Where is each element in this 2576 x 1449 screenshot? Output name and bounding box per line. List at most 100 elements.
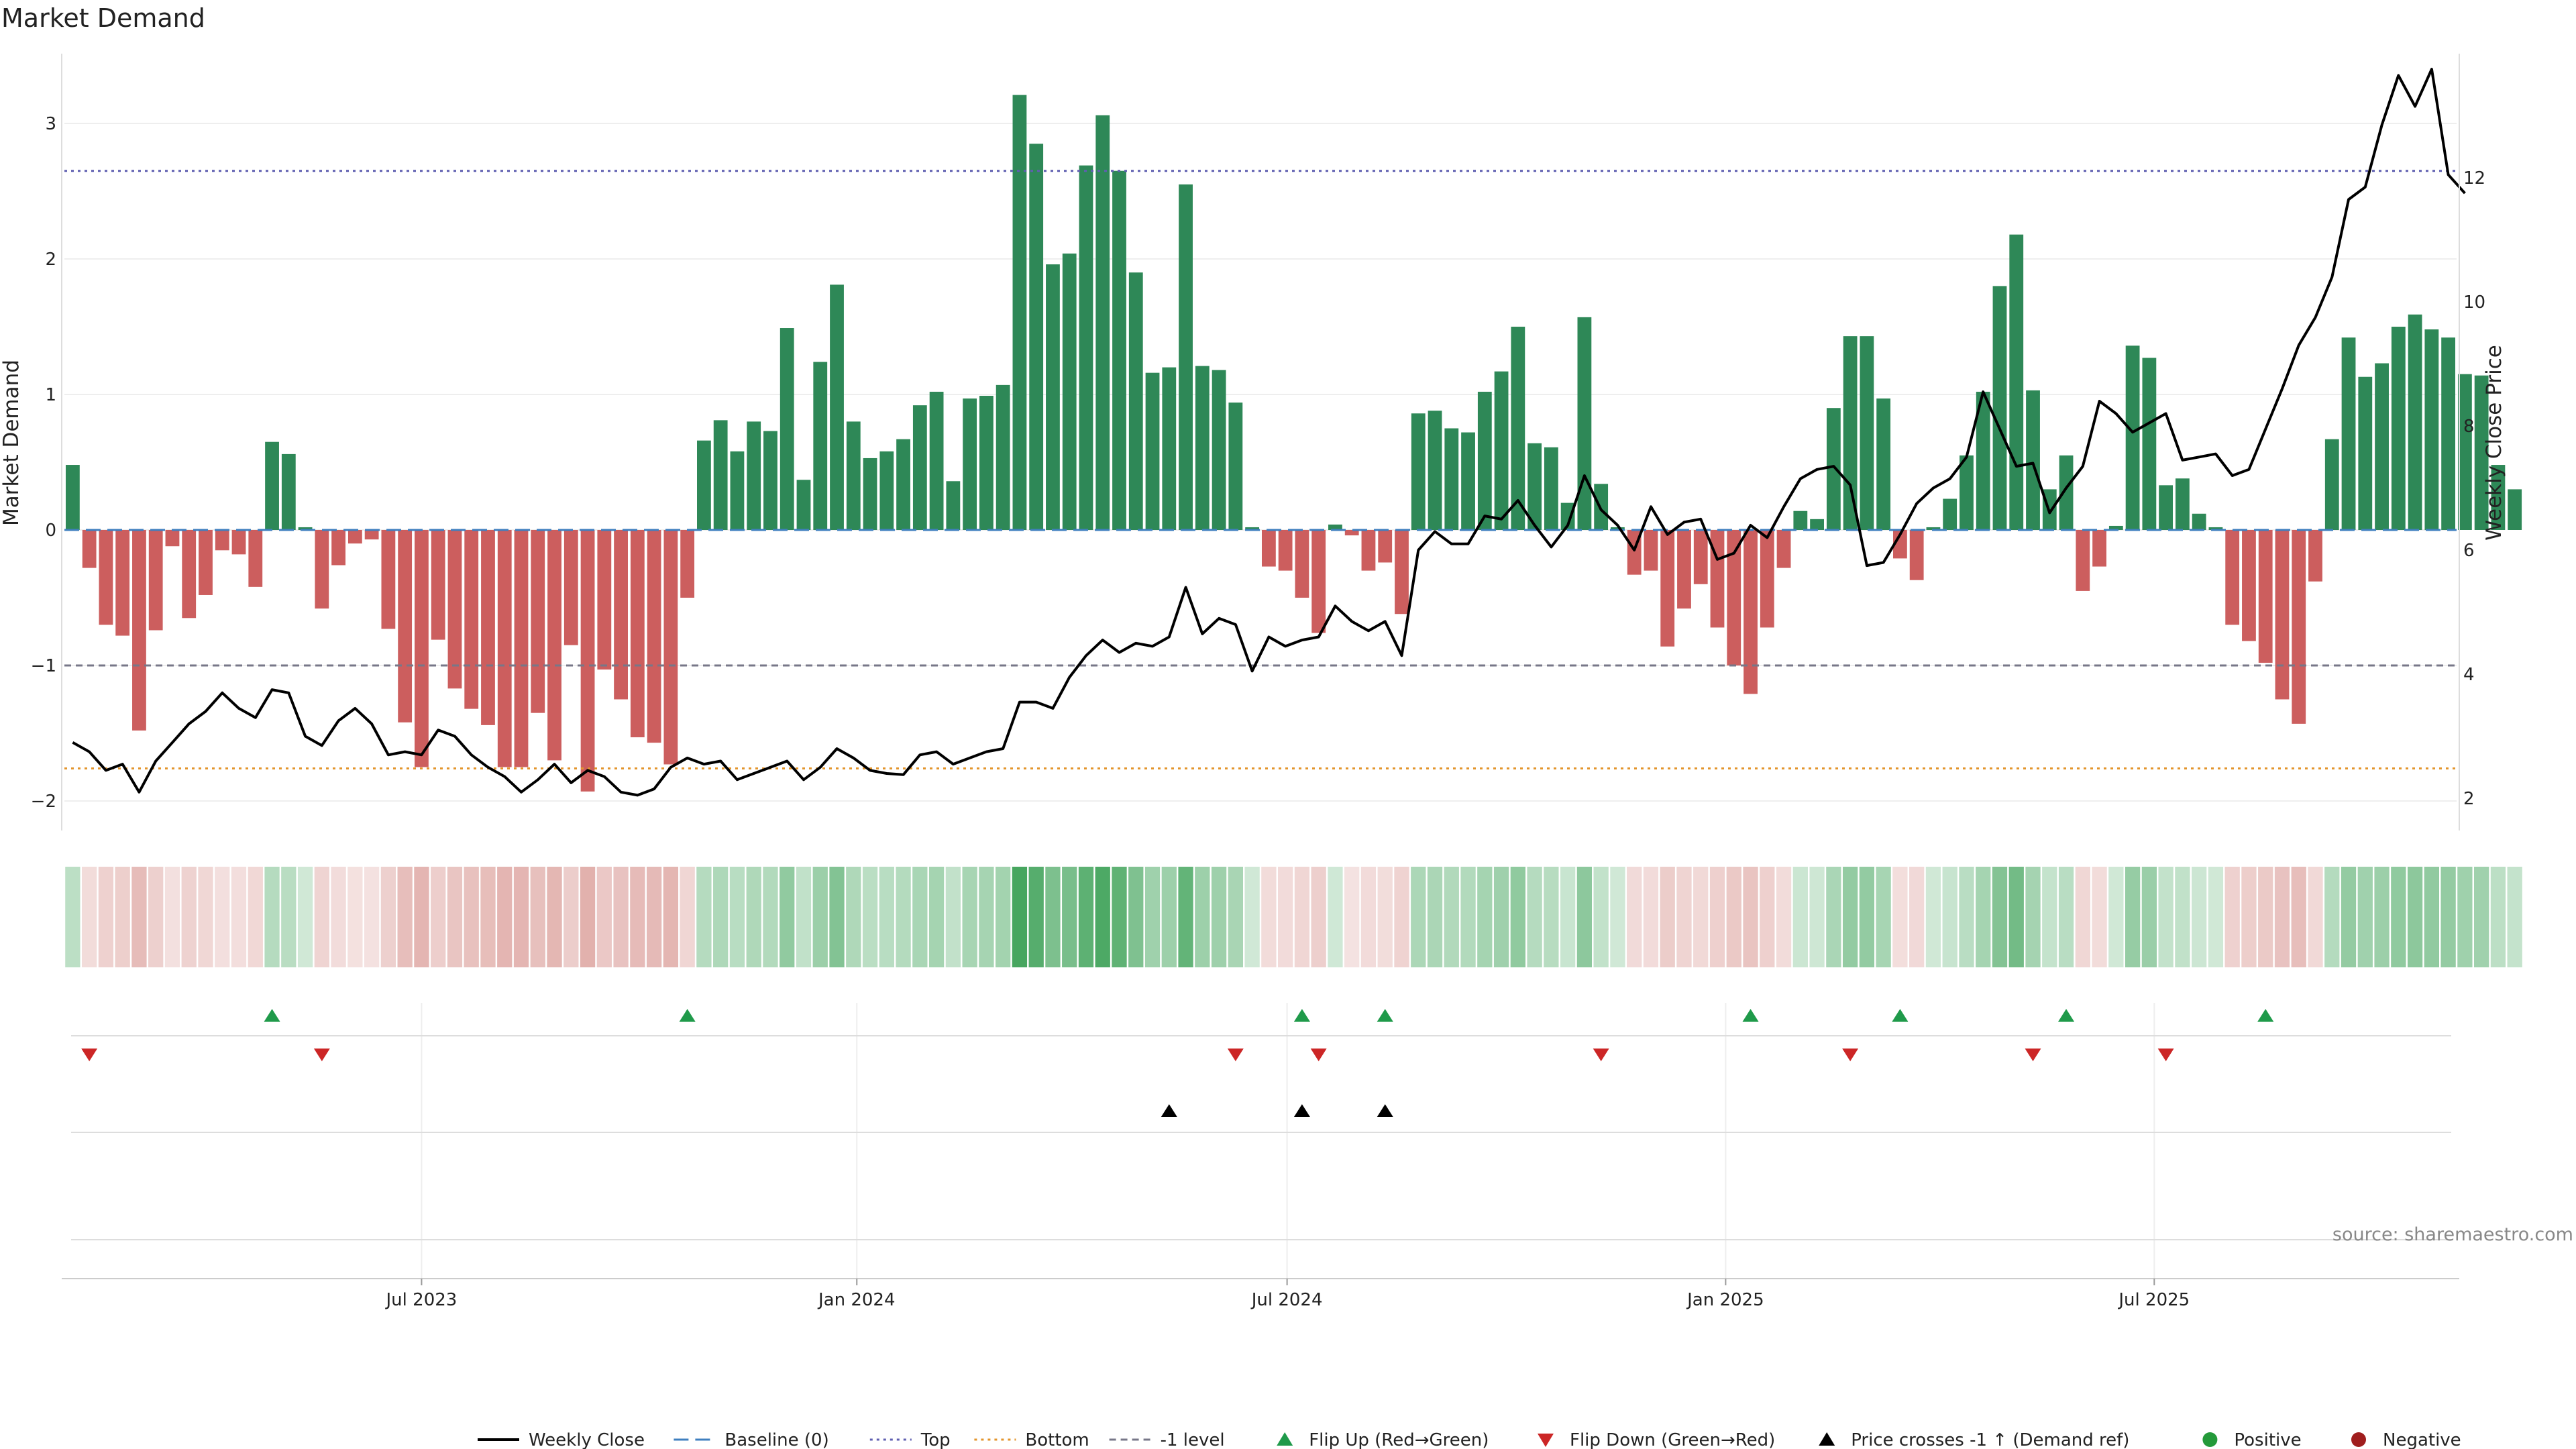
chart-title: Market Demand [1, 3, 205, 33]
heat-cell [1394, 867, 1409, 967]
demand-bar [1611, 527, 1625, 530]
flip-up-marker [1892, 1009, 1909, 1022]
heat-cell [2474, 867, 2489, 967]
demand-bar [929, 391, 944, 530]
heat-cell [1576, 867, 1593, 967]
heat-cell [1328, 867, 1343, 967]
demand-bar [2225, 530, 2240, 625]
demand-bar [1278, 530, 1293, 571]
heat-cell [596, 867, 612, 967]
flip-down-marker [2157, 1049, 2174, 1061]
heat-cell [1493, 867, 1509, 967]
x-tick-label: Jan 2024 [817, 1290, 896, 1310]
demand-bar [963, 398, 977, 530]
heat-cell [962, 867, 977, 967]
heat-cell [2025, 867, 2041, 967]
heat-cell [1826, 867, 1841, 967]
heat-cell [763, 867, 778, 967]
demand-bar [1960, 455, 1974, 530]
demand-bar [2125, 345, 2140, 530]
heat-cell [1377, 867, 1393, 967]
legend: Weekly Close Baseline (0) Top Bottom -1 leve… [478, 1430, 2461, 1449]
flip-down-marker [2025, 1049, 2041, 1061]
heat-cell [580, 867, 596, 967]
demand-bar [265, 441, 279, 530]
flip-down-marker [313, 1049, 330, 1061]
demand-bar [431, 530, 445, 640]
price-cross-marker [1161, 1104, 1177, 1117]
demand-bar [281, 453, 296, 530]
heat-cell [2490, 867, 2506, 967]
demand-bar [1976, 391, 1990, 530]
heat-cell [2158, 867, 2174, 967]
flip-down-marker [81, 1049, 98, 1061]
heat-cell [2224, 867, 2240, 967]
legend-label: Price crosses -1 ↑ (Demand ref) [1851, 1430, 2129, 1449]
heat-cell [2042, 867, 2057, 967]
legend-label: Positive [2234, 1430, 2301, 1449]
heat-cell [1012, 867, 1028, 967]
heat-cell [2391, 867, 2406, 967]
heat-cell [1693, 867, 1709, 967]
demand-bar [1494, 371, 1509, 530]
demand-bar [1162, 367, 1177, 530]
heat-cell [1195, 867, 1210, 967]
heat-cell [1776, 867, 1792, 967]
demand-bar [1095, 115, 1110, 530]
y2-tick-label: 4 [2463, 665, 2475, 685]
heat-cell [696, 867, 712, 967]
heat-cell [713, 867, 729, 967]
demand-bar [2508, 489, 2522, 530]
y2-axis-title: Weekly Close Price [2482, 345, 2506, 541]
heat-cell [2308, 867, 2323, 967]
heat-cell [1842, 867, 1858, 967]
demand-bar [2242, 530, 2256, 641]
heat-cell [82, 867, 97, 967]
heat-cell [2058, 867, 2074, 967]
demand-bar [1776, 530, 1791, 568]
heat-cell [164, 867, 180, 967]
heat-cell [1411, 867, 1426, 967]
heat-cell [1477, 867, 1493, 967]
demand-bar [1328, 524, 1342, 530]
heat-cell [1178, 867, 1193, 967]
heat-cell [447, 867, 463, 967]
heat-cell [1510, 867, 1525, 967]
demand-bar [231, 530, 246, 555]
heat-cell [2457, 867, 2473, 967]
heat-cell [1942, 867, 1957, 967]
heat-cell [564, 867, 579, 967]
heat-cell [2407, 867, 2423, 967]
demand-bar [415, 530, 429, 767]
demand-bar [2308, 530, 2322, 582]
demand-bar [1411, 413, 1426, 530]
demand-bar [2009, 234, 2024, 530]
demand-bar [2092, 530, 2106, 567]
heat-cell [2175, 867, 2190, 967]
x-tick-label: Jul 2023 [385, 1290, 458, 1310]
demand-bar [2059, 455, 2074, 530]
demand-bar [1179, 184, 1193, 530]
demand-bar [1079, 165, 1093, 530]
heat-cell [1112, 867, 1127, 967]
heat-cell [613, 867, 629, 967]
heat-cell [796, 867, 812, 967]
demand-bar [896, 439, 910, 530]
heat-cell [497, 867, 513, 967]
demand-bar [996, 384, 1010, 530]
heat-cell [331, 867, 346, 967]
demand-bar [730, 451, 745, 530]
demand-bar [630, 530, 645, 738]
demand-bar [1212, 370, 1226, 530]
flip-up-marker [2257, 1009, 2274, 1022]
demand-bar [946, 481, 961, 530]
heat-cell [1444, 867, 1459, 967]
heat-cell [1992, 867, 2008, 967]
legend-label: Baseline (0) [724, 1430, 828, 1449]
demand-bar [199, 530, 213, 595]
demand-bars [65, 95, 2522, 792]
heat-cell [1627, 867, 1642, 967]
demand-bar [2142, 358, 2157, 530]
demand-bar [1793, 511, 1808, 530]
heat-cell [1925, 867, 1941, 967]
